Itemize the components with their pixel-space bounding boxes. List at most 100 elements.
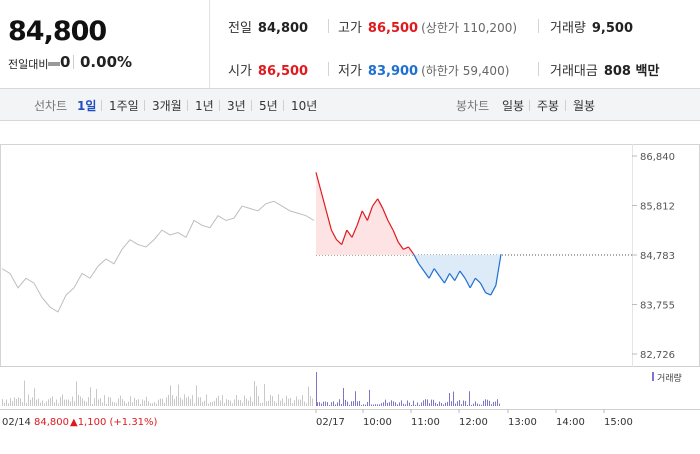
- volume-bar: [50, 397, 51, 406]
- volume-bar: [194, 403, 195, 406]
- volume-bar: [393, 401, 394, 406]
- tab-3year[interactable]: 3년: [227, 99, 246, 113]
- volume-bar: [487, 399, 488, 406]
- tab-weekly-candle[interactable]: 주봉: [537, 99, 560, 113]
- tab-1day[interactable]: 1일: [77, 99, 97, 113]
- volume-bar: [495, 401, 496, 406]
- volume-bar: [38, 398, 39, 406]
- volume-bar: [48, 399, 49, 406]
- tab-monthly-candle[interactable]: 월봉: [573, 99, 596, 113]
- today-series-segment: [418, 263, 425, 272]
- tab-10year[interactable]: 10년: [291, 99, 318, 113]
- volume-bar: [14, 397, 15, 406]
- volume-bar: [331, 402, 332, 406]
- volume-bar: [383, 402, 384, 406]
- volume-bar: [355, 391, 356, 406]
- volume-bar: [116, 403, 117, 406]
- volume-bar: [160, 398, 161, 406]
- tab-separator: [565, 100, 566, 111]
- volume-bar: [170, 385, 171, 406]
- volume-bar: [226, 399, 227, 406]
- volume-bar: [343, 387, 344, 406]
- upper-limit: (상한가 110,200): [421, 21, 518, 35]
- tab-5year[interactable]: 5년: [259, 99, 278, 113]
- volume-bar: [112, 401, 113, 406]
- volume-bar: [290, 397, 291, 406]
- volume-bar: [36, 399, 37, 406]
- volume-bar: [74, 401, 75, 406]
- volume-bar: [413, 400, 414, 406]
- volume-bar: [351, 401, 352, 406]
- change-divider: [73, 55, 74, 69]
- tab-1week[interactable]: 1주일: [109, 99, 139, 113]
- tab-3month[interactable]: 3개월: [152, 99, 182, 113]
- volume-bar: [72, 396, 73, 406]
- volume-bar: [323, 401, 324, 406]
- chart-toolbar: 선차트 1일 1주일 3개월 1년 3년 5년 10년 봉차트 일봉 주봉 월봉: [0, 89, 700, 121]
- volume-bar: [166, 397, 167, 406]
- volume-bar: [479, 404, 480, 406]
- today-series-segment: [372, 198, 379, 207]
- volume-bar: [302, 395, 303, 406]
- volume-bar: [296, 396, 297, 406]
- volume-bar: [319, 402, 320, 406]
- volume-bar: [327, 402, 328, 406]
- price-block: 84,800 전일대비 0 0.00%: [0, 0, 210, 88]
- prev-day-change-label: ▲1,100 (+1.31%): [70, 417, 158, 428]
- volume-bar: [214, 400, 215, 406]
- volume-bar: [4, 402, 5, 406]
- volume-bar: [317, 402, 318, 406]
- volume-bar: [284, 402, 285, 406]
- volume-bar: [491, 404, 492, 406]
- stat-low: 저가 83,900 (하한가 59,400): [338, 60, 509, 79]
- volume-bar: [52, 396, 53, 406]
- volume-bar: [98, 399, 99, 406]
- volume-bar: [102, 402, 103, 406]
- volume-bar: [459, 399, 460, 406]
- volume-bar: [86, 401, 87, 406]
- volume-bar: [361, 404, 362, 406]
- volume-bar: [206, 394, 207, 406]
- today-series-segment: [325, 210, 332, 231]
- today-series-segment: [443, 273, 451, 284]
- tab-daily-candle[interactable]: 일봉: [502, 99, 525, 113]
- volume-bar: [154, 402, 155, 406]
- volume-bar: [32, 397, 33, 406]
- volume-bar: [288, 398, 289, 406]
- volume-bar: [359, 400, 360, 406]
- volume-bar: [347, 401, 348, 406]
- volume-bar: [254, 381, 255, 406]
- volume-bar: [467, 404, 468, 406]
- volume-bar: [80, 396, 81, 406]
- volume-bar: [18, 397, 19, 406]
- volume-bar: [236, 394, 237, 406]
- tab-1year[interactable]: 1년: [195, 99, 214, 113]
- price-chart[interactable]: 86,840 85,812 84,783 83,755 82,726 거래량 02/14 84…: [0, 122, 700, 450]
- volume-bar: [449, 392, 450, 406]
- volume-bar: [379, 404, 380, 406]
- volume-bar: [485, 399, 486, 406]
- volume-bar: [367, 402, 368, 406]
- tab-separator: [529, 100, 530, 111]
- stat-value: 86,500: [367, 21, 419, 36]
- volume-bar: [371, 404, 372, 406]
- stat-prev-close: 전일 84,800: [228, 17, 308, 36]
- volume-bar: [497, 399, 498, 406]
- lower-limit: (하한가 59,400): [421, 64, 510, 78]
- today-series-segment: [485, 292, 491, 296]
- volume-bar: [100, 398, 101, 406]
- today-series-segment: [469, 277, 476, 289]
- volume-bar: [148, 401, 149, 406]
- volume-bar: [88, 397, 89, 406]
- volume-bar: [54, 402, 55, 406]
- volume-bar: [196, 385, 197, 406]
- volume-bar: [174, 399, 175, 406]
- today-series-segment: [479, 282, 487, 293]
- volume-bar: [208, 403, 209, 406]
- volume-bar: [22, 402, 23, 406]
- volume-bar: [381, 403, 382, 406]
- today-series-segment: [351, 225, 358, 238]
- price-chart-area[interactable]: 86,840 85,812 84,783 83,755 82,726 거래량 02/14 84…: [0, 122, 700, 450]
- volume-bar: [463, 400, 464, 406]
- today-series-segment: [377, 198, 384, 209]
